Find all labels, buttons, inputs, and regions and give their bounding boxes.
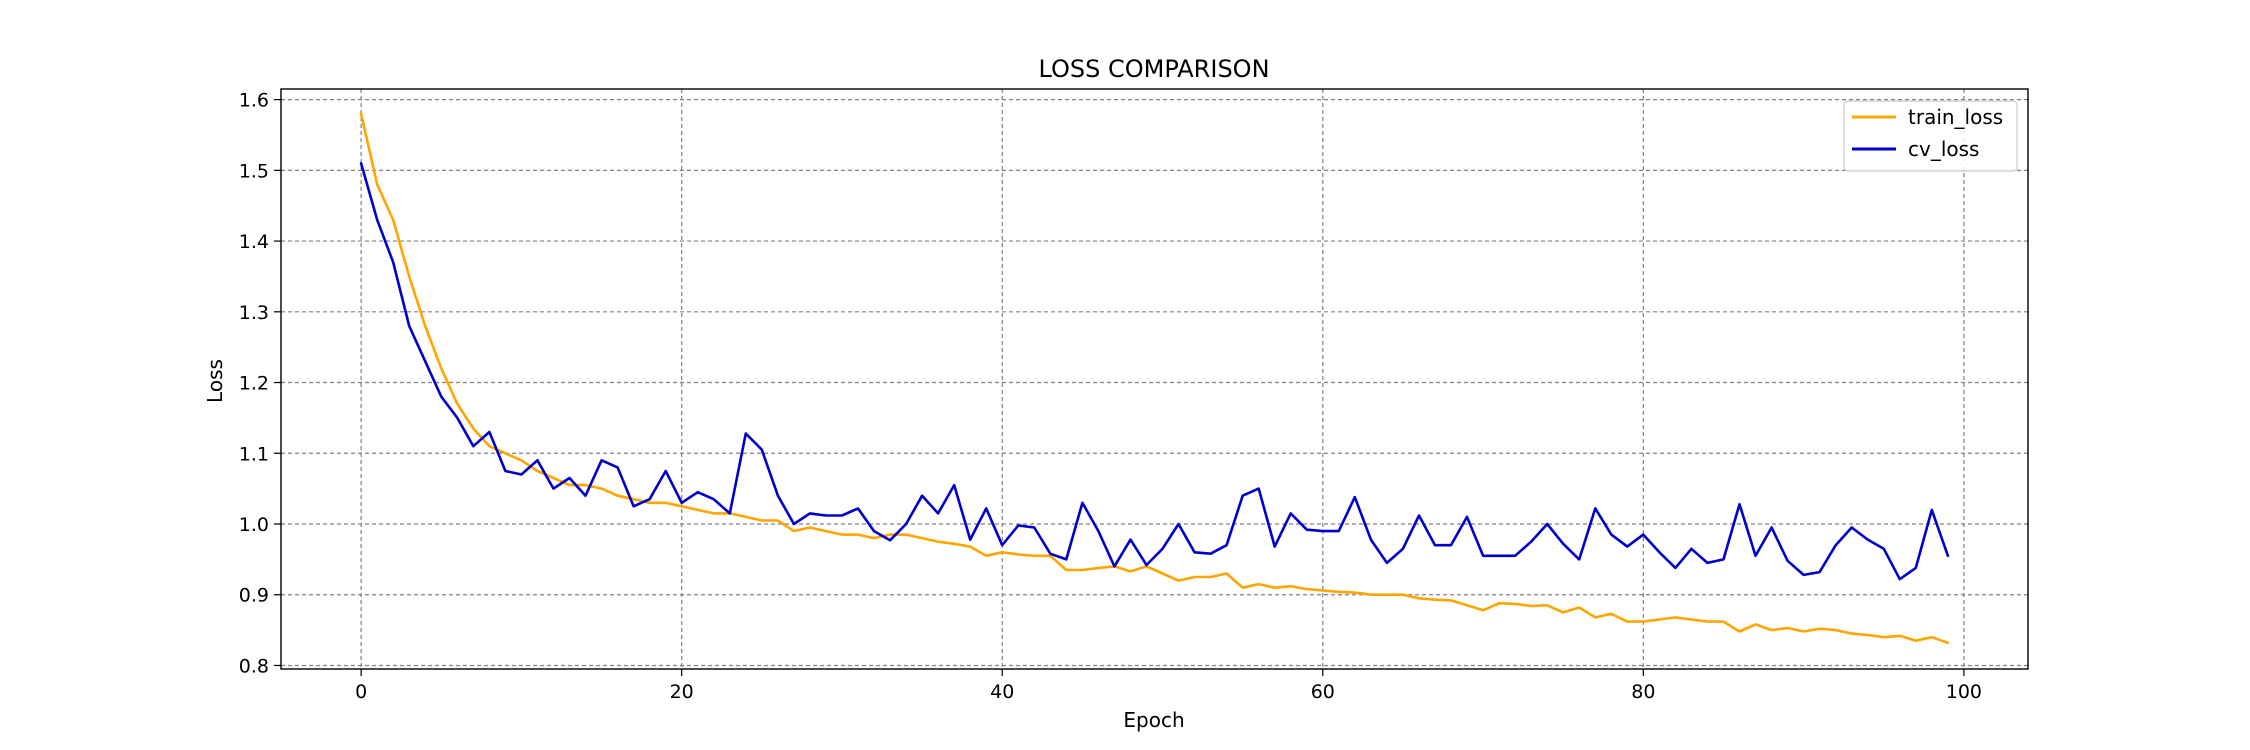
legend-label-train-loss: train_loss xyxy=(1908,105,2003,129)
x-axis-label: Epoch xyxy=(1123,708,1184,732)
plot-area-frame xyxy=(280,88,2029,670)
x-tick-label: 40 xyxy=(990,681,1014,703)
y-tick-label: 0.8 xyxy=(239,655,269,677)
series-lines xyxy=(359,112,1950,645)
x-tick-label: 60 xyxy=(1311,681,1335,703)
y-tick-label: 1.4 xyxy=(239,231,269,253)
axis-ticks: 0 20 40 60 80 100 0.8 0.9 1.0 1.1 1.2 1.3 1.4 1.5 1.6 xyxy=(239,90,1982,703)
y-tick-label: 0.9 xyxy=(239,585,269,607)
series-line-train-loss xyxy=(359,112,1950,645)
x-tick-label: 20 xyxy=(670,681,694,703)
grid xyxy=(281,89,2028,669)
x-tick-label: 0 xyxy=(355,681,367,703)
y-tick-label: 1.3 xyxy=(239,302,269,324)
x-tick-label: 80 xyxy=(1631,681,1655,703)
y-axis-label: Loss xyxy=(203,359,227,403)
x-tick-label: 100 xyxy=(1946,681,1982,703)
y-tick-label: 1.1 xyxy=(239,443,269,465)
y-tick-label: 1.6 xyxy=(239,90,269,112)
series-line-cv-loss xyxy=(359,162,1950,581)
y-tick-label: 1.2 xyxy=(239,373,269,395)
chart-title: LOSS COMPARISON xyxy=(1038,55,1269,83)
y-tick-label: 1.0 xyxy=(239,514,269,536)
legend-label-cv-loss: cv_loss xyxy=(1908,137,1979,161)
y-tick-label: 1.5 xyxy=(239,160,269,182)
legend: train_loss cv_loss xyxy=(1843,100,2018,172)
